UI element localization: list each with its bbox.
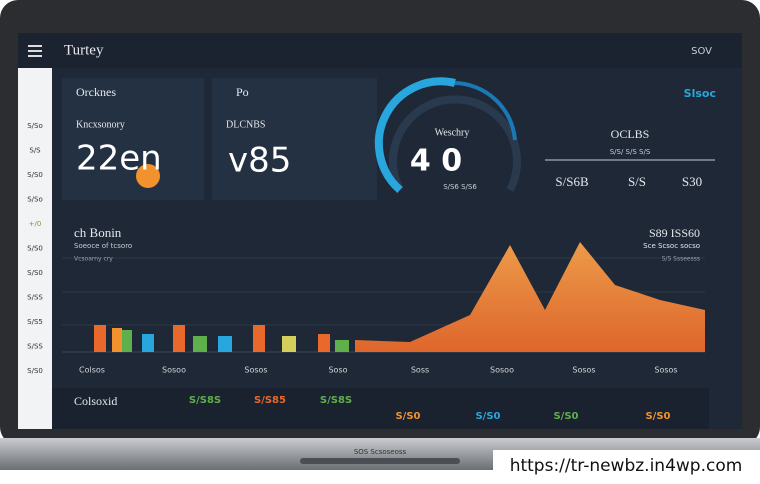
base-label: SOS Scsoseoss [354,448,407,456]
chart-right-title: S89 ISS60 [649,226,700,240]
card-title: Orcknes [76,85,116,99]
footer-panel [52,388,709,429]
card-value: S30 [682,174,702,189]
card-value: S/S [628,174,646,189]
nav-item[interactable]: S/S [29,147,41,155]
x-tick-label: Colsos [79,366,105,375]
gauge-arc [374,77,456,194]
x-tick-label: Soss [411,366,429,375]
chart-note: Vcsoarny cry [74,256,113,263]
x-tick-label: Sosos [244,366,267,375]
nav-item[interactable]: S/S0 [27,171,43,179]
card-title: OCLBS [611,127,650,141]
footer-value: S/S0 [395,411,420,422]
footer-value: S/S85 [254,395,286,406]
gauge-track [389,95,521,192]
menu-icon[interactable] [28,45,42,57]
footer-value: S/S0 [645,411,670,422]
footer-value: S/S8S [189,395,221,406]
card-value: v85 [228,141,291,181]
sidebar [18,68,52,429]
footer-title: Colsoxid [74,394,117,408]
nav-item[interactable]: S/S5 [27,318,43,326]
nav-item[interactable]: S/S0 [27,245,43,253]
gauge-arc [454,81,517,141]
card-label: DLCNBS [226,119,265,130]
header-user[interactable]: SOV [691,46,712,57]
dot [136,164,160,188]
chart-right-sub: Sce Scsoc socso [643,242,700,250]
chart-right-note: S/S Ssseesss [662,256,700,263]
footer-value: S/S8S [320,395,352,406]
card [62,78,204,200]
area [355,242,705,352]
gauge-value: 4 0 [410,144,462,179]
card-value: 22en [76,139,162,179]
x-tick-label: Sosoo [490,366,514,375]
hinge [300,458,460,464]
x-tick-label: Sosos [572,366,595,375]
nav-item[interactable]: +/0 [29,220,42,228]
bars [94,325,349,352]
gauge-sub: S/S6 S/S6 [443,183,477,191]
card-corner: Slsoc [684,87,716,100]
card-sub: S/S/ S/S S/S [610,148,651,156]
chart-title: ch Bonin [74,225,122,240]
nav-item[interactable]: S/SS [27,343,43,351]
nav-item[interactable]: S/SS [27,294,43,302]
watermark-box [493,450,760,480]
gauge-label: Weschry [435,127,470,138]
footer-value: S/S0 [553,411,578,422]
nav-item[interactable]: S/S0 [27,269,43,277]
nav-item[interactable]: S/So [27,196,43,204]
card [540,78,730,200]
footer-value: S/S0 [475,411,500,422]
watermark: https://tr-newbz.in4wp.com [510,456,743,476]
x-tick-label: Sosos [654,366,677,375]
card [212,78,377,200]
x-tick-label: Soso [328,366,347,375]
nav-item[interactable]: S/So [27,122,43,130]
nav-item[interactable]: S/S0 [27,367,43,375]
card-title: Po [236,85,249,99]
chart-subtitle: Soeoce of tcsoro [74,242,132,250]
x-tick-label: Sosoo [162,366,186,375]
app-title: Turtey [64,42,104,58]
card-label: Kncxsonory [76,119,125,130]
card-value: S/S6B [555,174,589,189]
